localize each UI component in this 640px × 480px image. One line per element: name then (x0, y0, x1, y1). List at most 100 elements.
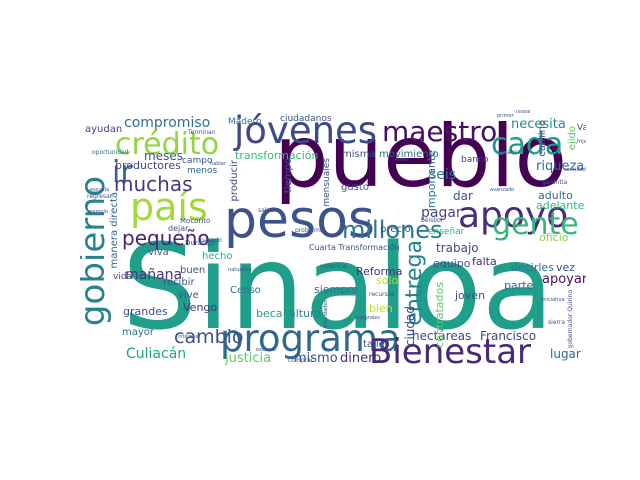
word-bienestar: Bienestar (369, 332, 532, 366)
word-sierra: sierra (548, 319, 565, 326)
word-dar: dar (453, 189, 473, 203)
word-oficio: oficio (539, 231, 569, 244)
word-decirles: decirles (511, 261, 554, 274)
word-comprar: comprar (288, 357, 314, 364)
word-jovenes: jóvenes (234, 110, 378, 152)
word-joven: joven (455, 289, 486, 302)
word-vida: vida (113, 272, 133, 282)
word-vaya: Vaya (577, 123, 586, 133)
word-actividades: actividades (323, 300, 329, 329)
word-primer: primer (497, 113, 514, 119)
word-issste: Issste (516, 110, 531, 115)
word-escuela: escuela (90, 187, 110, 193)
word-naturales: naturales (228, 267, 252, 273)
word-hecho: hecho (202, 251, 233, 262)
word-durango: Durango (185, 239, 216, 247)
word-regresar: regresar (87, 193, 113, 200)
word-buen: buen (180, 265, 206, 276)
word-mismo: mismo (294, 351, 338, 366)
word-bien: bien (369, 302, 393, 315)
word-manana: mañana (125, 267, 183, 283)
word-ensenar: enseñar (428, 227, 465, 237)
word-millones: millones (342, 216, 443, 244)
word-francisco: Francisco (480, 329, 537, 343)
word-transformacion: transformación (235, 149, 319, 162)
word-ciudadanos: ciudadanos (280, 114, 332, 124)
word-viva: viva (148, 247, 169, 258)
word-muchas: muchas (114, 172, 193, 196)
word-vengo: Vengo (183, 301, 218, 314)
word-iniciativa: iniciativa (542, 297, 565, 303)
word-escasos: escasos (256, 347, 276, 353)
word-falta: falta (472, 255, 497, 268)
word-parte: parte (504, 279, 534, 292)
word-hablar: hablar (210, 161, 226, 167)
word-pesos: pesos (224, 190, 375, 250)
word-programa: programa (220, 317, 401, 360)
word-trabajo: trabajo (436, 241, 479, 255)
word-ejemplo: ejemplo (88, 209, 109, 215)
word-banco: banco (461, 155, 489, 165)
word-lugar: lugar (550, 347, 581, 361)
word-grandes: grandes (123, 305, 168, 318)
word-justicia: justicia (225, 351, 272, 366)
word-adulto: adulto (538, 189, 573, 202)
word-problema: problema (295, 227, 324, 234)
word-solo: sólo (376, 274, 399, 287)
word-altura: altura (289, 307, 322, 320)
word-cuarta-transformacion: Cuarta Transformación (309, 243, 400, 252)
word-garantia: garantía (542, 179, 568, 186)
word-dinero: dinero (340, 351, 382, 366)
word-pueblo: pueblo (274, 110, 568, 207)
word-cloud: Sinaloa pueblo pesos programa Bienestar … (80, 110, 586, 366)
word-maestro: maestro (382, 115, 498, 148)
word-seis: seis (429, 167, 457, 183)
word-integrales: integrales (355, 315, 380, 321)
word-ayudan: ayudan (85, 124, 123, 135)
word-mayor: mayor (122, 327, 155, 338)
word-tiempo: tiempo (283, 158, 294, 194)
word-precio: precio (380, 224, 411, 235)
word-misma: misma (342, 149, 376, 160)
word-cada: cada (491, 127, 564, 162)
word-equipo: equipo (433, 257, 471, 270)
word-producir: producir (229, 160, 240, 202)
word-contratados: contratados (433, 282, 446, 348)
word-beca: beca (256, 307, 283, 320)
word-cambio: cambio (174, 326, 244, 348)
word-sinaloa: Sinaloa (122, 218, 555, 356)
word-gente: gente (492, 207, 579, 242)
word-apoyar: apoyar (542, 272, 586, 287)
word-pasado: pasado (200, 237, 222, 244)
word-violencia: violencia (320, 263, 347, 270)
word-menos: menos (187, 166, 218, 176)
word-avanzado: avanzado (490, 187, 515, 193)
word-pagar: pagar (421, 205, 462, 221)
word-movimiento: movimiento (379, 149, 439, 160)
word-mocorito: Mocorito (180, 217, 211, 225)
word-meses: meses (144, 149, 183, 163)
word-mensuales: mensuales (322, 158, 332, 207)
word-ciudad: ciudad (403, 306, 417, 347)
word-oportunidad: oportunidad (92, 149, 129, 156)
word-frijol: frijol (577, 139, 586, 145)
word-reforma: Reforma (356, 265, 403, 278)
word-terminan: Terminan (188, 129, 216, 136)
word-necesita: necesita (511, 117, 566, 132)
word-vez: vez (556, 261, 576, 274)
word-cantidad: cantidad (564, 167, 586, 173)
word-compromiso: compromiso (124, 115, 211, 131)
word-culiacan: Culiacán (126, 346, 187, 362)
word-ir: ir (112, 155, 133, 190)
word-taller: taller (363, 339, 389, 350)
word-manera-directa: manera directa (109, 192, 120, 269)
word-beisbol: béisbol (421, 217, 443, 224)
word-riqueza: riqueza (536, 159, 585, 174)
word-campo: campo (182, 156, 213, 166)
word-vive: vive (178, 290, 199, 301)
word-recursos: recursos (369, 291, 395, 298)
word-salud: salud (258, 207, 275, 214)
word-hectareas: hectáreas (412, 329, 472, 343)
word-interesa: interesa (178, 334, 199, 340)
word-productores: productores (115, 159, 181, 172)
